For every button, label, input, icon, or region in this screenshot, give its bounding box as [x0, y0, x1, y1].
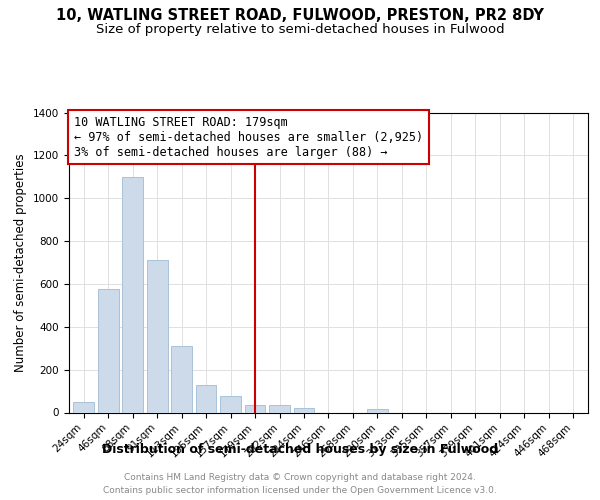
Text: 10 WATLING STREET ROAD: 179sqm
← 97% of semi-detached houses are smaller (2,925): 10 WATLING STREET ROAD: 179sqm ← 97% of … — [74, 116, 424, 158]
Text: Distribution of semi-detached houses by size in Fulwood: Distribution of semi-detached houses by … — [102, 442, 498, 456]
Bar — [245, 405, 265, 412]
Bar — [171, 346, 192, 412]
Bar — [293, 408, 314, 412]
Bar — [147, 260, 167, 412]
Text: Contains HM Land Registry data © Crown copyright and database right 2024.: Contains HM Land Registry data © Crown c… — [124, 472, 476, 482]
Bar — [196, 384, 217, 412]
Bar — [220, 396, 241, 412]
Bar — [98, 290, 119, 412]
Text: 10, WATLING STREET ROAD, FULWOOD, PRESTON, PR2 8DY: 10, WATLING STREET ROAD, FULWOOD, PRESTO… — [56, 8, 544, 22]
Bar — [367, 410, 388, 412]
Text: Size of property relative to semi-detached houses in Fulwood: Size of property relative to semi-detach… — [95, 22, 505, 36]
Bar — [269, 405, 290, 412]
Text: Contains public sector information licensed under the Open Government Licence v3: Contains public sector information licen… — [103, 486, 497, 495]
Bar — [73, 402, 94, 412]
Bar — [122, 177, 143, 412]
Y-axis label: Number of semi-detached properties: Number of semi-detached properties — [14, 153, 28, 372]
